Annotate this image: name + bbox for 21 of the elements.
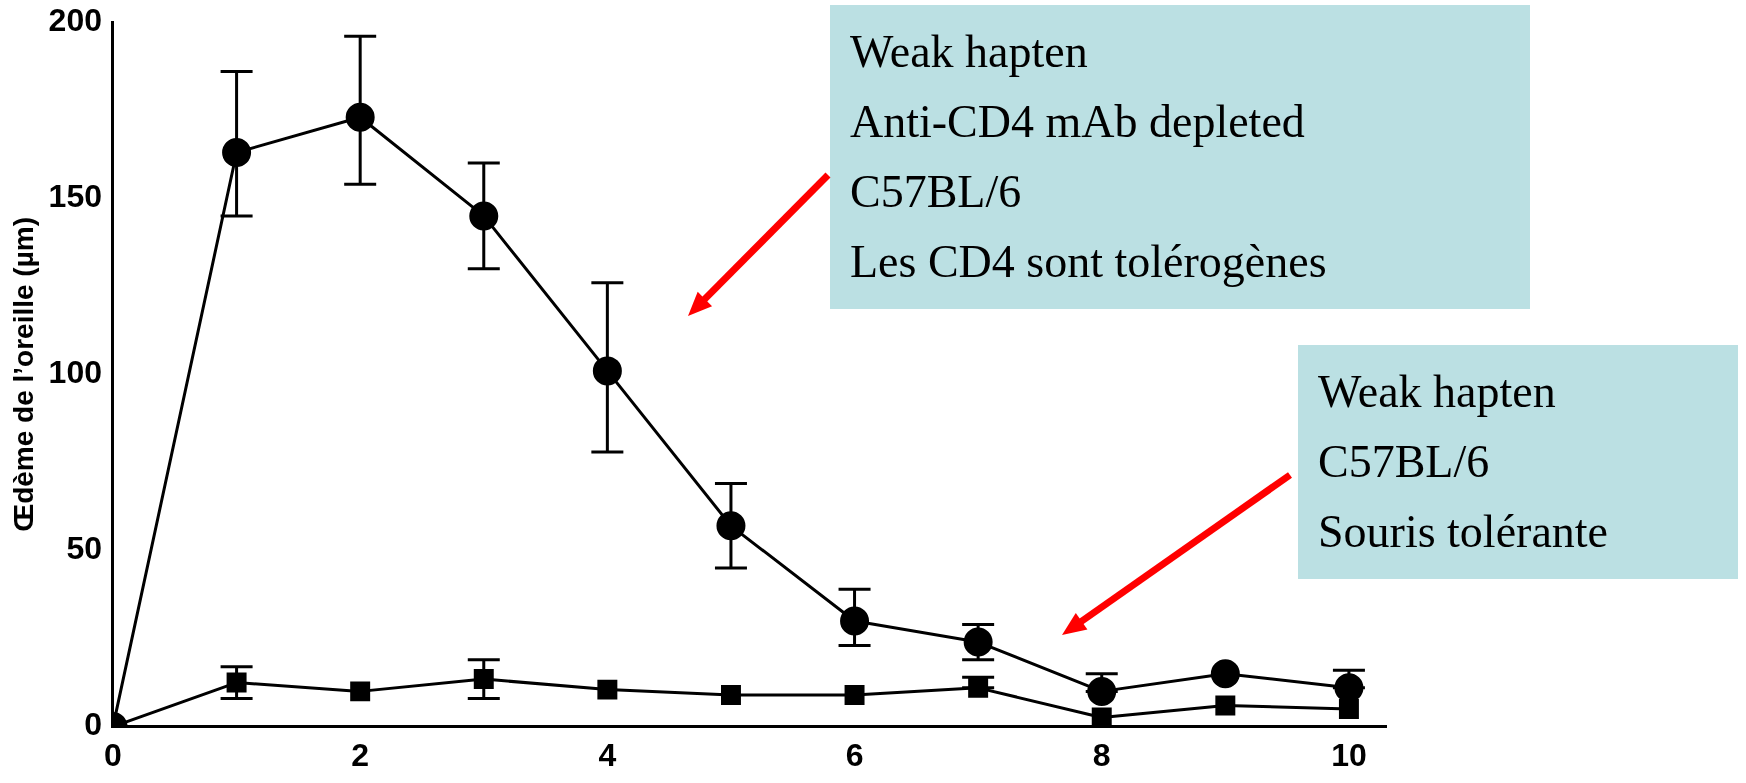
- point: [844, 684, 865, 705]
- x-tick-label: 10: [1331, 736, 1367, 773]
- y-axis-title: Œdème de l’oreille (µm): [7, 216, 39, 532]
- note-box: Weak hapten Anti-CD4 mAb depleted C57BL/6 Les CD4 sont tolérogènes: [830, 5, 1530, 309]
- y-tick-label: 200: [48, 2, 102, 39]
- point: [350, 681, 371, 702]
- x-tick-label: 6: [845, 736, 864, 773]
- point: [1210, 659, 1240, 689]
- point: [720, 684, 741, 705]
- y-tick-label: 50: [66, 530, 102, 567]
- y-tick-label: 100: [48, 354, 102, 391]
- point: [597, 679, 618, 700]
- y-tick-label: 0: [84, 706, 102, 743]
- point: [1091, 707, 1112, 727]
- x-tick-label: 4: [598, 736, 617, 773]
- y-tick-label: 150: [48, 178, 102, 215]
- note-box: Weak hapten C57BL/6 Souris tolérante: [1298, 345, 1738, 579]
- x-tick-label: 2: [351, 736, 370, 773]
- x-tick-label: 8: [1092, 736, 1111, 773]
- point: [1338, 699, 1359, 719]
- point: [1215, 695, 1236, 716]
